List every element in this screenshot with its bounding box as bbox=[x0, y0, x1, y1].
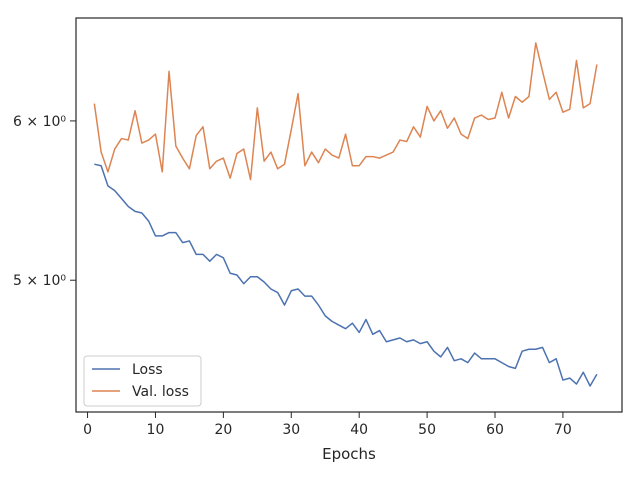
x-axis-label: Epochs bbox=[322, 445, 376, 463]
x-tick-label: 70 bbox=[554, 422, 572, 438]
legend: Loss Val. loss bbox=[83, 355, 202, 407]
x-tick-label: 30 bbox=[282, 422, 300, 438]
plot-frame bbox=[75, 17, 623, 413]
legend-label-2: Val. loss bbox=[132, 384, 189, 400]
x-tick-label: 60 bbox=[486, 422, 504, 438]
x-tick-label: 0 bbox=[83, 422, 92, 438]
series-line-2 bbox=[93, 42, 598, 181]
series-lines bbox=[93, 42, 598, 387]
x-tick-label: 50 bbox=[418, 422, 436, 438]
y-tick-label: 6 × 10⁰ bbox=[13, 114, 66, 130]
x-tick-label: 40 bbox=[350, 422, 368, 438]
x-tick-label: 10 bbox=[147, 422, 165, 438]
y-tick-label: 5 × 10⁰ bbox=[13, 273, 66, 289]
series-line-1 bbox=[94, 163, 598, 387]
plot-background bbox=[76, 18, 622, 412]
x-tick-label: 20 bbox=[214, 422, 232, 438]
x-axis-ticks: 0 10 20 30 40 50 60 70 bbox=[83, 412, 572, 438]
y-axis-ticks: 5 × 10⁰ 6 × 10⁰ bbox=[13, 114, 76, 289]
legend-label-1: Loss bbox=[132, 362, 163, 378]
